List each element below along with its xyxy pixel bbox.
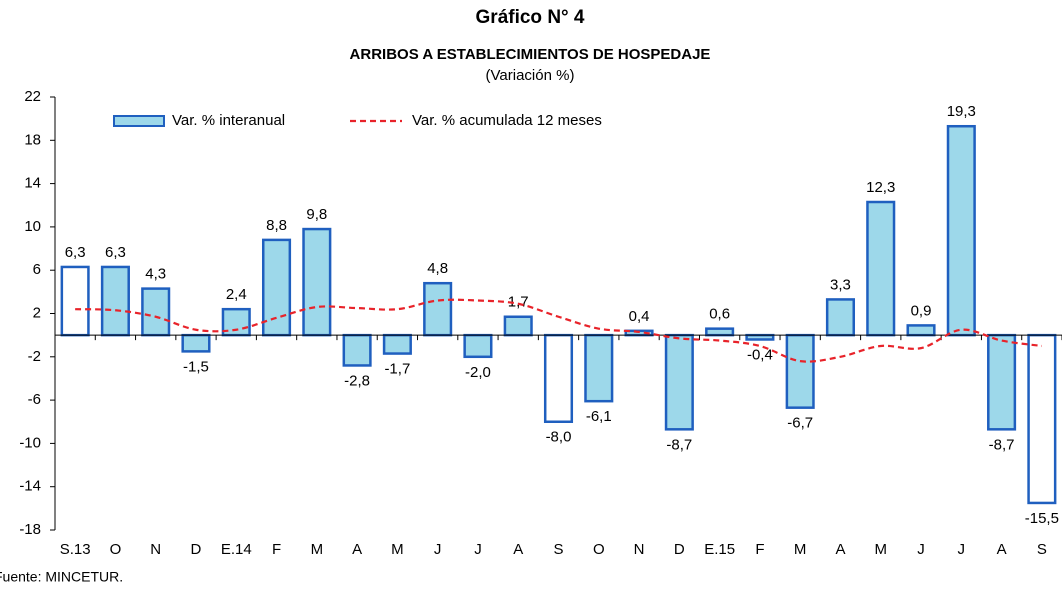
y-tick-label: 6 — [33, 261, 41, 278]
x-tick-label: M — [391, 541, 404, 558]
x-tick-label: S — [1037, 541, 1047, 558]
bar — [785, 333, 815, 409]
bar — [60, 265, 90, 337]
bar — [503, 315, 533, 337]
bar — [705, 327, 735, 337]
value-label: 9,8 — [306, 206, 327, 223]
value-label: 2,4 — [226, 286, 247, 303]
bar — [906, 324, 936, 337]
bar — [745, 333, 775, 341]
y-tick-label: -10 — [19, 434, 41, 451]
line — [75, 298, 1043, 363]
value-label: -8,0 — [546, 429, 572, 446]
value-label: 6,3 — [65, 244, 86, 261]
value-label: 6,3 — [105, 244, 126, 261]
y-tick-label: 14 — [24, 175, 41, 192]
value-label: -6,7 — [787, 415, 813, 432]
bar — [664, 333, 694, 431]
value-label: 19,3 — [947, 103, 976, 120]
value-label: -2,0 — [465, 364, 491, 381]
y-tick-label: 10 — [24, 218, 41, 235]
chart-title: Gráfico N° 4 — [476, 7, 585, 28]
chart-subtitle: ARRIBOS A ESTABLECIMIENTOS DE HOSPEDAJE — [350, 46, 711, 63]
y-tick-label: -6 — [28, 391, 41, 408]
x-tick-label: M — [311, 541, 324, 558]
x-tick-label: F — [272, 541, 281, 558]
x-tick-label: D — [191, 541, 202, 558]
bar — [181, 333, 211, 353]
bar — [100, 265, 130, 337]
bar — [1027, 333, 1057, 505]
value-label: 8,8 — [266, 217, 287, 234]
bar — [141, 287, 171, 337]
bar — [423, 281, 453, 337]
source-note: Fuente: MINCETUR. — [0, 569, 123, 585]
value-label: -6,1 — [586, 408, 612, 425]
x-tick-label: S.13 — [60, 541, 91, 558]
bar — [261, 238, 292, 337]
x-tick-label: J — [958, 541, 966, 558]
x-tick-label: A — [513, 541, 523, 558]
x-tick-label: E.14 — [221, 541, 252, 558]
x-tick-label: S — [553, 541, 563, 558]
x-tick-label: M — [794, 541, 807, 558]
x-tick-label: F — [755, 541, 764, 558]
x-tick-label: M — [874, 541, 887, 558]
y-tick-label: -2 — [28, 348, 41, 365]
y-tick-label: -14 — [19, 478, 41, 495]
x-tick-label: N — [634, 541, 645, 558]
value-label: -2,8 — [344, 372, 370, 389]
bar — [463, 333, 493, 359]
x-tick-label: A — [352, 541, 362, 558]
value-label: -15,5 — [1025, 510, 1059, 527]
value-label: -1,5 — [183, 358, 209, 375]
y-tick-label: 18 — [24, 131, 41, 148]
value-label: 12,3 — [866, 179, 895, 196]
bar — [825, 298, 856, 337]
bar — [866, 200, 896, 337]
bar — [987, 333, 1017, 431]
value-label: -0,4 — [747, 346, 773, 363]
value-label: 4,8 — [427, 260, 448, 277]
bar — [342, 333, 372, 367]
y-tick-label: 2 — [33, 304, 41, 321]
x-tick-label: N — [150, 541, 161, 558]
bar — [543, 333, 574, 423]
value-label: -8,7 — [666, 436, 692, 453]
unit-note: (Variación %) — [486, 67, 575, 84]
x-tick-label: E.15 — [704, 541, 735, 558]
legend-label: Var. % acumulada 12 meses — [412, 112, 602, 129]
y-tick-label: -18 — [19, 521, 41, 538]
value-label: 0,4 — [629, 308, 650, 325]
bar — [946, 124, 976, 337]
legend-label: Var. % interanual — [172, 112, 285, 129]
value-label: 0,6 — [709, 306, 730, 323]
bar — [584, 333, 614, 403]
legend-swatch — [113, 115, 165, 127]
x-tick-label: J — [474, 541, 482, 558]
value-label: 4,3 — [145, 266, 166, 283]
value-label: 1,7 — [508, 294, 529, 311]
value-label: 0,9 — [911, 302, 932, 319]
value-label: -1,7 — [384, 361, 410, 378]
y-tick-label: 22 — [24, 88, 41, 105]
x-tick-label: A — [997, 541, 1007, 558]
bar — [382, 333, 412, 355]
x-tick-label: O — [110, 541, 122, 558]
x-tick-label: D — [674, 541, 685, 558]
x-tick-label: J — [434, 541, 442, 558]
bar — [302, 227, 332, 337]
value-label: 3,3 — [830, 276, 851, 293]
x-tick-label: J — [917, 541, 925, 558]
value-label: -8,7 — [989, 436, 1015, 453]
x-tick-label: O — [593, 541, 605, 558]
x-tick-label: A — [835, 541, 845, 558]
